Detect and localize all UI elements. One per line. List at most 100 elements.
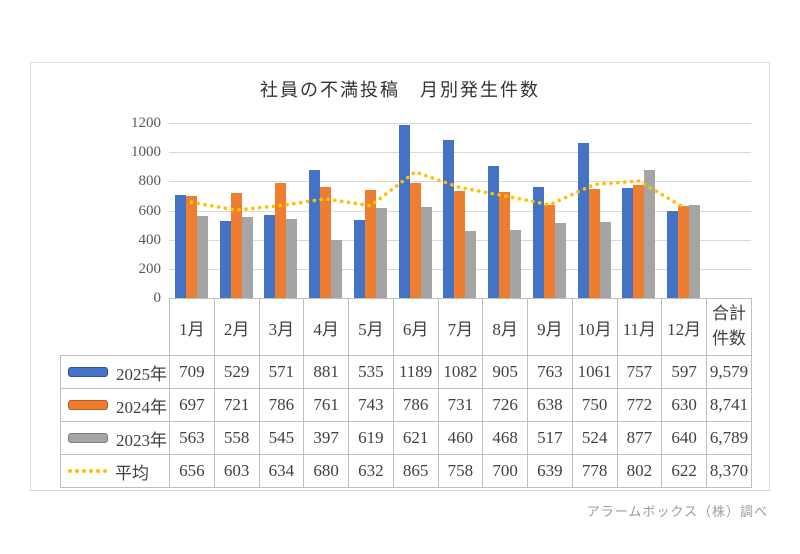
bar-2023年-9月 — [554, 222, 566, 298]
chart-container: 社員の不満投稿 月別発生件数 0 200 400 600 800 1000 1200 1月 2… — [30, 62, 770, 491]
bar-2023年-7月 — [465, 230, 477, 298]
legend-dotted-line-swatch-icon — [68, 469, 107, 473]
value-cell-2024年-7月: 731 — [437, 388, 484, 422]
bar-2023年-5月 — [375, 207, 387, 298]
value-cell-2025年-4月: 881 — [303, 355, 349, 389]
month-header-7月: 7月 — [437, 298, 484, 356]
value-cell-2023年-4月: 397 — [303, 421, 349, 455]
value-cell-2024年-12月: 630 — [661, 388, 707, 422]
month-header-3月: 3月 — [258, 298, 305, 356]
value-cell-2023年-7月: 460 — [437, 421, 484, 455]
bar-2024年-1月 — [185, 196, 197, 298]
series-label: 2024年 — [116, 397, 167, 417]
value-cell-2025年-2月: 529 — [213, 355, 260, 389]
month-header-4月: 4月 — [303, 298, 349, 356]
bar-2025年-1月 — [174, 194, 186, 298]
bar-2023年-4月 — [331, 240, 343, 298]
legend-bar-swatch-icon — [68, 367, 108, 377]
bar-2025年-12月 — [667, 210, 679, 298]
gridline-1200 — [169, 123, 751, 124]
data-table: 1月 2月 3月 4月 5月 6月 7月 8月 9月 10月 11月 12月 合計 件数 2025年 709 5… — [60, 298, 752, 488]
total-cell-平均: 8,370 — [706, 454, 752, 488]
y-tick-label-800: 800 — [138, 173, 162, 190]
bar-2025年-9月 — [532, 186, 544, 298]
bar-2023年-1月 — [196, 215, 208, 298]
value-cell-2025年-8月: 905 — [482, 355, 528, 389]
series-row-2023年: 2023年 563 558 545 397 619 621 460 468 517 524 877 64… — [60, 421, 752, 455]
value-cell-2024年-2月: 721 — [213, 388, 260, 422]
gridline-1000 — [169, 152, 751, 154]
bar-2024年-2月 — [230, 192, 242, 298]
value-cell-平均-10月: 778 — [571, 454, 618, 488]
bar-2024年-8月 — [499, 192, 511, 298]
value-cell-平均-7月: 758 — [437, 454, 484, 488]
bar-2023年-2月 — [241, 216, 253, 298]
value-cell-2024年-4月: 761 — [303, 388, 349, 422]
bar-2023年-12月 — [689, 204, 701, 298]
value-cell-2023年-1月: 563 — [169, 421, 215, 455]
value-cell-2025年-1月: 709 — [169, 355, 215, 389]
legend-bar-swatch-icon — [68, 433, 108, 443]
value-cell-平均-1月: 656 — [169, 454, 215, 488]
value-cell-2025年-6月: 1189 — [392, 355, 439, 389]
y-tick-label-1200: 1200 — [131, 115, 161, 131]
series-row-2024年: 2024年 697 721 786 761 743 786 731 726 638 750 772 63… — [60, 388, 752, 422]
month-header-2月: 2月 — [213, 298, 260, 356]
bar-2024年-11月 — [633, 185, 645, 298]
month-header-6月: 6月 — [392, 298, 439, 356]
value-cell-2025年-11月: 757 — [616, 355, 663, 389]
chart-title: 社員の不満投稿 月別発生件数 — [260, 80, 540, 100]
bar-2025年-4月 — [309, 169, 321, 298]
series-row-2025年: 2025年 709 529 571 881 535 1189 1082 905 763 1061 75… — [60, 355, 752, 389]
series-label: 平均 — [115, 463, 149, 483]
bar-2025年-7月 — [443, 140, 455, 298]
y-tick-label-1000: 1000 — [131, 144, 161, 161]
value-cell-2024年-3月: 786 — [258, 388, 305, 422]
total-cell-2023年: 6,789 — [706, 421, 752, 455]
value-cell-2023年-11月: 877 — [616, 421, 663, 455]
value-cell-2023年-9月: 517 — [527, 421, 573, 455]
series-legend-cell: 平均 — [60, 454, 170, 488]
average-dotted-line — [189, 169, 686, 212]
value-cell-2023年-6月: 621 — [392, 421, 439, 455]
bar-2024年-12月 — [678, 206, 690, 298]
value-cell-2025年-10月: 1061 — [571, 355, 618, 389]
value-cell-2025年-5月: 535 — [348, 355, 394, 389]
month-header-12月: 12月 — [661, 298, 707, 356]
bar-2023年-10月 — [599, 221, 611, 298]
bar-2023年-6月 — [420, 207, 432, 298]
value-cell-2024年-11月: 772 — [616, 388, 663, 422]
gridline-800 — [169, 181, 751, 183]
series-row-平均: 平均 656 603 634 680 632 865 758 700 639 778 802 622 8,… — [60, 454, 752, 488]
total-cell-2024年: 8,741 — [706, 388, 752, 422]
y-tick-label-400: 400 — [138, 231, 162, 248]
value-cell-2025年-9月: 763 — [527, 355, 573, 389]
value-cell-2023年-3月: 545 — [258, 421, 305, 455]
value-cell-2023年-5月: 619 — [348, 421, 394, 455]
value-cell-2024年-5月: 743 — [348, 388, 394, 422]
series-legend-cell: 2024年 — [60, 388, 170, 422]
source-credit: アラームボックス（株）調べ — [586, 504, 768, 519]
month-header-9月: 9月 — [527, 298, 573, 356]
month-header-5月: 5月 — [348, 298, 394, 356]
value-cell-平均-11月: 802 — [616, 454, 663, 488]
value-cell-2025年-12月: 597 — [661, 355, 707, 389]
value-cell-2025年-3月: 571 — [258, 355, 305, 389]
value-cell-平均-2月: 603 — [213, 454, 260, 488]
series-label: 2023年 — [116, 430, 167, 450]
bar-2024年-3月 — [275, 183, 287, 298]
value-cell-2023年-2月: 558 — [213, 421, 260, 455]
table-header-row: 1月 2月 3月 4月 5月 6月 7月 8月 9月 10月 11月 12月 合計 件数 — [61, 298, 752, 356]
bar-2025年-11月 — [622, 187, 634, 298]
value-cell-平均-4月: 680 — [303, 454, 349, 488]
month-header-10月: 10月 — [571, 298, 618, 356]
bar-2024年-9月 — [543, 204, 555, 298]
table-corner-cell — [61, 299, 170, 356]
bar-2023年-3月 — [286, 218, 298, 298]
series-legend-cell: 2023年 — [60, 421, 170, 455]
value-cell-2024年-10月: 750 — [571, 388, 618, 422]
total-header-cell: 合計 件数 — [706, 298, 752, 356]
value-cell-2024年-9月: 638 — [527, 388, 573, 422]
value-cell-2024年-8月: 726 — [482, 388, 528, 422]
